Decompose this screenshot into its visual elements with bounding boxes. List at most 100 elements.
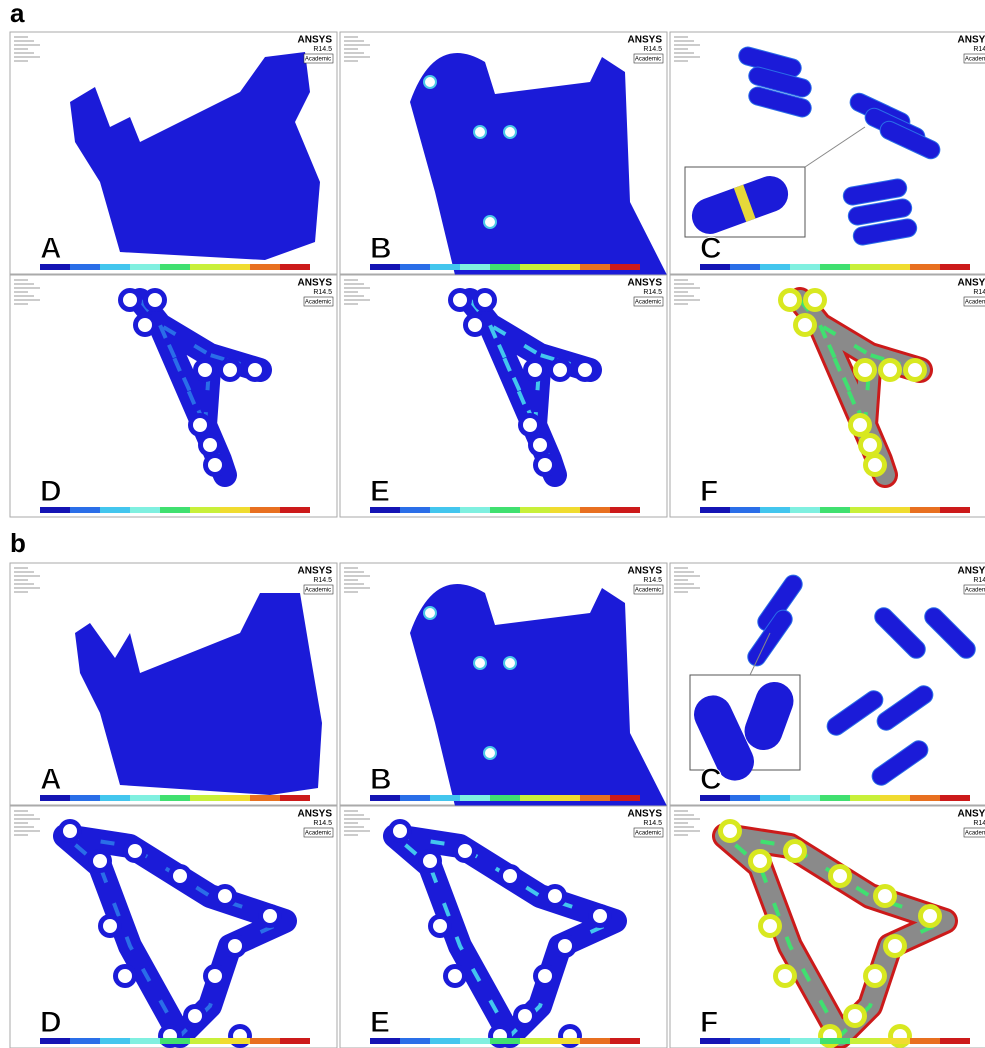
screw-hole [504,657,516,669]
colorbar-segment [850,264,880,270]
hole [423,854,437,868]
colorbar-segment [40,264,70,270]
hole [593,909,607,923]
screw-hole [424,76,436,88]
colorbar-segment [940,264,970,270]
logo-version: R14.5 [643,289,662,296]
hole [908,363,922,377]
hole [833,869,847,883]
panel-letter: C [700,232,722,265]
colorbar-segment [730,795,760,801]
colorbar-segment [700,264,730,270]
colorbar-segment [910,264,940,270]
logo-name: ANSYS [958,566,985,577]
hole [808,293,822,307]
hole [208,458,222,472]
logo-version: R14.5 [313,46,332,53]
colorbar-segment [550,1038,580,1044]
colorbar-segment [490,264,520,270]
colorbar-segment [250,795,280,801]
hole [248,363,262,377]
colorbar-segment [70,507,100,513]
colorbar-segment [880,507,910,513]
hole [538,458,552,472]
hole [753,854,767,868]
logo-name: ANSYS [958,35,985,46]
logo-name: ANSYS [298,566,333,577]
panel: ANSYSR14.5AcademicF [670,806,985,1048]
hole [208,969,222,983]
screw-hole [484,216,496,228]
logo-name: ANSYS [298,278,333,289]
hole [723,824,737,838]
colorbar-segment [190,1038,220,1044]
logo-version: R14.5 [643,577,662,584]
hole [878,889,892,903]
colorbar-segment [820,1038,850,1044]
logo-version: R14.5 [973,820,985,827]
colorbar-segment [700,1038,730,1044]
colorbar-segment [70,795,100,801]
logo-version: R14.5 [973,577,985,584]
colorbar-segment [820,507,850,513]
colorbar-segment [280,1038,310,1044]
hole [448,969,462,983]
colorbar-segment [520,795,550,801]
colorbar-segment [940,1038,970,1044]
colorbar-segment [490,795,520,801]
colorbar-segment [580,264,610,270]
screw-hole [504,126,516,138]
screw-hole [474,657,486,669]
panel-letter: C [700,763,722,796]
colorbar-segment [580,1038,610,1044]
colorbar-segment [220,795,250,801]
colorbar-segment [190,795,220,801]
colorbar-segment [40,795,70,801]
hole [103,919,117,933]
colorbar-segment [220,1038,250,1044]
colorbar-segment [70,264,100,270]
colorbar-segment [430,507,460,513]
colorbar-segment [850,795,880,801]
logo-name: ANSYS [628,566,663,577]
colorbar-segment [760,507,790,513]
colorbar-segment [940,795,970,801]
panel-letter: B [370,763,392,796]
colorbar-segment [190,507,220,513]
hole [193,418,207,432]
colorbar-segment [700,507,730,513]
hole [868,458,882,472]
figure: aANSYSR14.5AcademicAANSYSR14.5AcademicBA… [0,0,985,1048]
screw-hole [424,607,436,619]
logo-name: ANSYS [628,809,663,820]
colorbar-segment [610,264,640,270]
hole [503,869,517,883]
hole [453,293,467,307]
colorbar-segment [730,264,760,270]
logo-name: ANSYS [298,809,333,820]
panel: ANSYSR14.5AcademicA [10,563,337,805]
logo-version: R14.5 [313,289,332,296]
logo-name: ANSYS [298,35,333,46]
hole [218,889,232,903]
colorbar-segment [790,795,820,801]
logo-version: R14.5 [313,820,332,827]
colorbar-segment [580,795,610,801]
colorbar-segment [370,507,400,513]
colorbar-segment [370,795,400,801]
colorbar-segment [460,795,490,801]
colorbar-segment [880,264,910,270]
hole [548,889,562,903]
colorbar-segment [430,795,460,801]
section-label: a [10,0,25,28]
colorbar-segment [550,507,580,513]
colorbar-segment [250,264,280,270]
colorbar-segment [100,264,130,270]
colorbar-segment [700,795,730,801]
panel-letter: A [40,232,62,265]
colorbar-segment [460,1038,490,1044]
colorbar-segment [280,507,310,513]
panel-letter: E [370,475,390,508]
colorbar-segment [460,507,490,513]
